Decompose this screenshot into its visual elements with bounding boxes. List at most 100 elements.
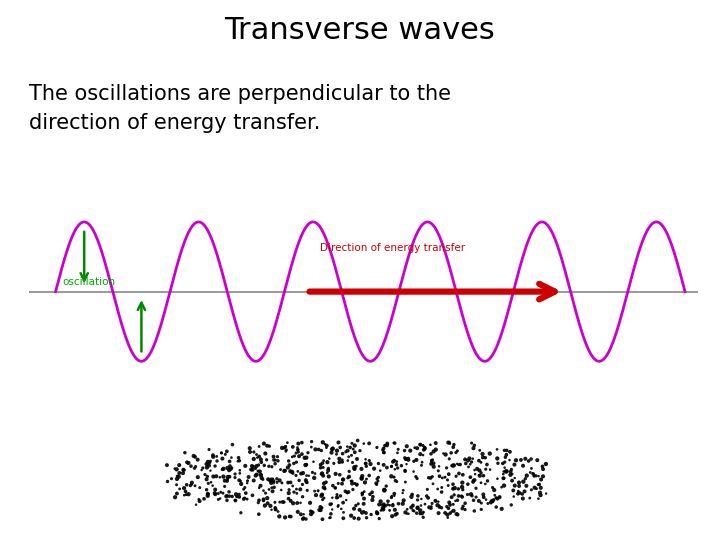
Point xyxy=(349,448,361,457)
Point xyxy=(292,439,304,448)
Point xyxy=(266,462,278,471)
Point xyxy=(509,474,521,482)
Point xyxy=(255,471,266,480)
Point xyxy=(482,477,493,485)
Point xyxy=(369,464,380,473)
Point xyxy=(464,454,475,463)
Point xyxy=(469,507,480,515)
Point xyxy=(280,447,292,456)
Point xyxy=(279,443,290,452)
Point xyxy=(278,498,289,507)
Point xyxy=(492,454,503,463)
Point xyxy=(293,476,305,485)
Point xyxy=(401,460,413,469)
Point xyxy=(459,455,471,464)
Point xyxy=(473,471,485,480)
Point xyxy=(405,503,417,512)
Point xyxy=(352,436,364,445)
Point xyxy=(294,498,306,507)
Point xyxy=(392,464,403,472)
Point xyxy=(292,508,304,516)
Point xyxy=(408,501,419,510)
Point xyxy=(174,461,185,469)
Point xyxy=(349,479,361,488)
Point xyxy=(514,489,526,497)
Point xyxy=(171,472,183,481)
Point xyxy=(309,487,320,495)
Point xyxy=(359,487,370,496)
Point xyxy=(457,470,469,479)
Point xyxy=(518,477,529,486)
Point xyxy=(372,475,383,483)
Point xyxy=(323,454,335,463)
Point xyxy=(474,446,485,455)
Point xyxy=(209,489,220,497)
Point xyxy=(325,510,337,518)
Point xyxy=(447,461,459,470)
Point xyxy=(240,462,251,470)
Point xyxy=(358,440,369,448)
Point xyxy=(343,453,354,461)
Point xyxy=(270,505,282,514)
Point xyxy=(392,449,403,457)
Point xyxy=(360,459,372,468)
Point xyxy=(230,490,242,498)
Point xyxy=(202,479,214,488)
Point xyxy=(433,503,445,512)
Point xyxy=(451,496,463,504)
Point xyxy=(448,507,459,515)
Point xyxy=(401,505,413,514)
Point xyxy=(296,438,307,447)
Point xyxy=(238,495,249,503)
Point xyxy=(436,488,447,496)
Point xyxy=(247,491,258,500)
Point xyxy=(201,485,212,494)
Point xyxy=(480,465,492,474)
Text: Transverse waves: Transverse waves xyxy=(225,16,495,45)
Point xyxy=(360,509,372,517)
Point xyxy=(400,508,411,517)
Point xyxy=(211,457,222,465)
Point xyxy=(189,453,201,461)
Point xyxy=(508,492,520,501)
Point xyxy=(322,458,333,467)
Point xyxy=(238,485,249,494)
Point xyxy=(472,464,483,473)
Point xyxy=(490,494,502,502)
Point xyxy=(287,443,299,451)
Point xyxy=(169,493,181,502)
Point xyxy=(409,443,420,452)
Point xyxy=(488,496,500,504)
Point xyxy=(274,476,285,485)
Point xyxy=(399,454,410,462)
Point xyxy=(288,459,300,468)
Point xyxy=(408,506,419,515)
Point xyxy=(192,455,203,464)
Point xyxy=(411,509,423,517)
Text: direction of energy transfer.: direction of energy transfer. xyxy=(29,113,320,133)
Point xyxy=(299,454,310,462)
Point xyxy=(315,506,326,515)
Point xyxy=(402,455,414,464)
Point xyxy=(410,456,422,464)
Point xyxy=(253,442,265,451)
Point xyxy=(285,512,297,521)
Point xyxy=(332,502,343,511)
Point xyxy=(378,444,390,453)
Point xyxy=(453,461,464,469)
Point xyxy=(426,456,437,465)
Point xyxy=(306,507,318,516)
Point xyxy=(179,466,190,475)
Text: The oscillations are perpendicular to the: The oscillations are perpendicular to th… xyxy=(29,84,451,104)
Point xyxy=(529,483,541,492)
Point xyxy=(308,474,320,482)
Point xyxy=(221,491,233,500)
Point xyxy=(535,491,546,500)
Point xyxy=(217,464,229,473)
Point xyxy=(443,481,454,490)
Point xyxy=(387,500,399,509)
Point xyxy=(305,507,316,516)
Point xyxy=(469,441,480,450)
Point xyxy=(446,449,457,457)
Point xyxy=(528,469,539,478)
